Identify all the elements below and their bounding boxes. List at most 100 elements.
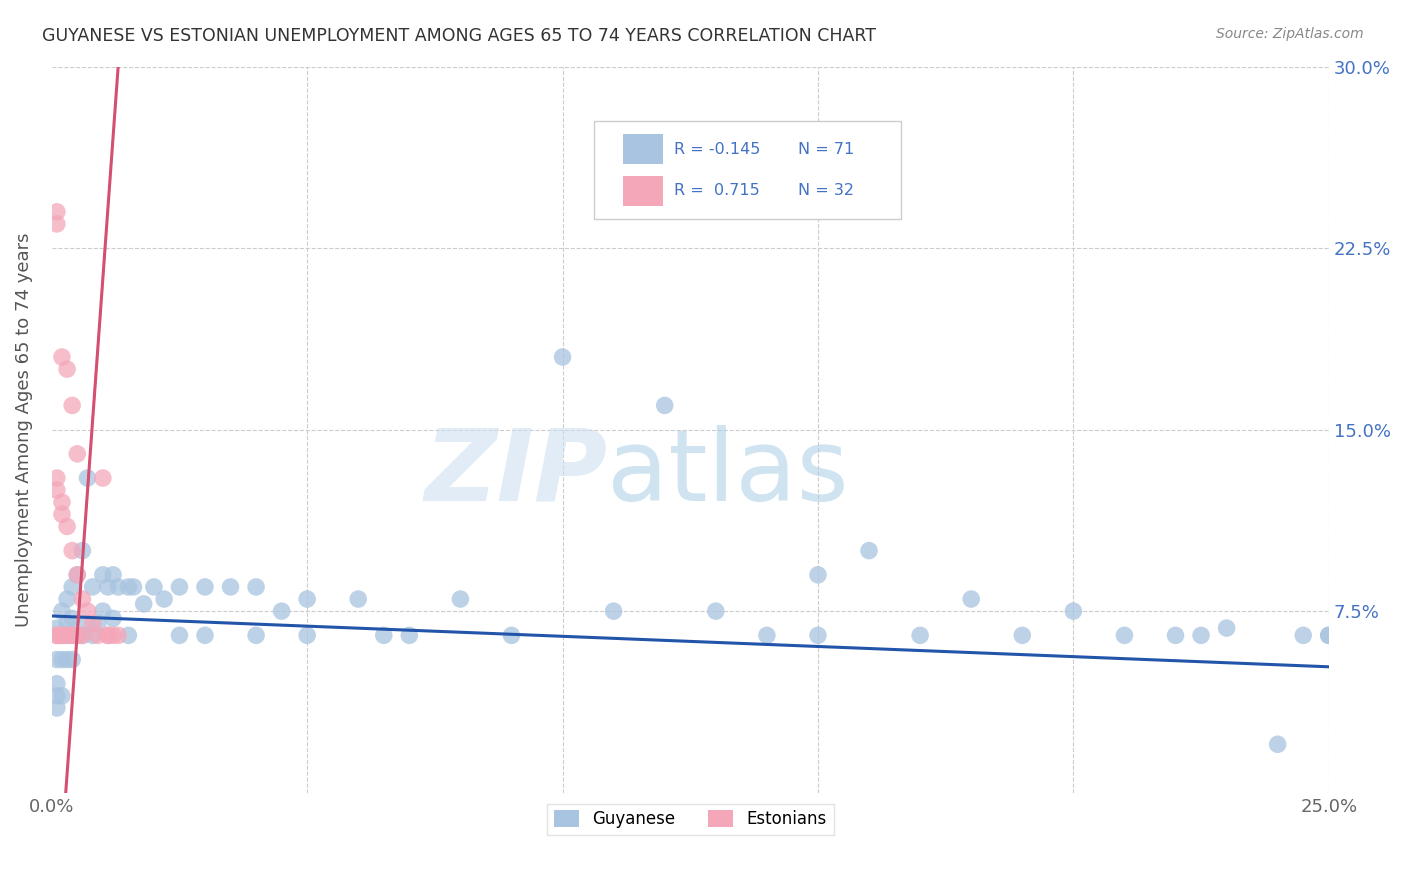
Point <box>66 628 89 642</box>
Point <box>45 701 67 715</box>
Point <box>45 628 67 642</box>
Point <box>97 580 120 594</box>
Point <box>45 677 67 691</box>
Point <box>245 628 267 642</box>
Text: R =  0.715: R = 0.715 <box>673 184 759 198</box>
Point <box>51 604 73 618</box>
Legend: Guyanese, Estonians: Guyanese, Estonians <box>547 804 834 835</box>
Point <box>908 628 931 642</box>
Point <box>60 543 83 558</box>
Point <box>219 580 242 594</box>
Point <box>1189 628 1212 642</box>
Point <box>1215 621 1237 635</box>
Point <box>1267 737 1289 751</box>
Point <box>60 652 83 666</box>
Point <box>704 604 727 618</box>
Point <box>1062 604 1084 618</box>
Point <box>858 543 880 558</box>
FancyBboxPatch shape <box>623 134 664 164</box>
Point <box>295 628 318 642</box>
Point <box>72 628 94 642</box>
Point <box>449 592 471 607</box>
Text: atlas: atlas <box>607 425 849 522</box>
Point <box>51 508 73 522</box>
Point <box>45 204 67 219</box>
Point <box>45 628 67 642</box>
Point <box>51 628 73 642</box>
Point <box>807 628 830 642</box>
Point <box>56 628 79 642</box>
Point <box>56 362 79 376</box>
Point <box>82 580 104 594</box>
Point <box>60 399 83 413</box>
Point <box>56 652 79 666</box>
Point <box>82 616 104 631</box>
Text: Source: ZipAtlas.com: Source: ZipAtlas.com <box>1216 27 1364 41</box>
Point <box>51 495 73 509</box>
Point <box>51 689 73 703</box>
Point <box>56 519 79 533</box>
Point <box>87 616 110 631</box>
Point <box>373 628 395 642</box>
Point <box>1011 628 1033 642</box>
FancyBboxPatch shape <box>623 176 664 206</box>
Point <box>45 483 67 497</box>
Point <box>194 628 217 642</box>
Point <box>91 567 114 582</box>
Text: GUYANESE VS ESTONIAN UNEMPLOYMENT AMONG AGES 65 TO 74 YEARS CORRELATION CHART: GUYANESE VS ESTONIAN UNEMPLOYMENT AMONG … <box>42 27 876 45</box>
Point <box>56 592 79 607</box>
Point <box>101 611 124 625</box>
Point <box>194 580 217 594</box>
Point <box>107 628 129 642</box>
Point <box>66 567 89 582</box>
Point <box>56 616 79 631</box>
Point <box>51 628 73 642</box>
Point <box>76 616 98 631</box>
Point <box>169 628 191 642</box>
Point <box>755 628 778 642</box>
Point <box>97 628 120 642</box>
Text: R = -0.145: R = -0.145 <box>673 142 761 157</box>
FancyBboxPatch shape <box>595 121 901 219</box>
Point <box>66 447 89 461</box>
Point <box>45 621 67 635</box>
Point <box>117 628 139 642</box>
Point <box>45 217 67 231</box>
Point <box>91 604 114 618</box>
Point <box>60 628 83 642</box>
Point <box>72 628 94 642</box>
Point <box>97 628 120 642</box>
Text: ZIP: ZIP <box>425 425 607 522</box>
Point <box>245 580 267 594</box>
Text: N = 32: N = 32 <box>797 184 853 198</box>
Point <box>122 580 145 594</box>
Point <box>60 611 83 625</box>
Point <box>76 471 98 485</box>
Point <box>654 399 676 413</box>
Point <box>132 597 155 611</box>
Point <box>91 471 114 485</box>
Y-axis label: Unemployment Among Ages 65 to 74 years: Unemployment Among Ages 65 to 74 years <box>15 233 32 627</box>
Point <box>60 580 83 594</box>
Point <box>66 567 89 582</box>
Point <box>107 580 129 594</box>
Point <box>72 543 94 558</box>
Point <box>66 628 89 642</box>
Point <box>72 592 94 607</box>
Point <box>87 628 110 642</box>
Point <box>101 567 124 582</box>
Point <box>51 652 73 666</box>
Point <box>602 604 624 618</box>
Point <box>1317 628 1340 642</box>
Point <box>501 628 523 642</box>
Point <box>45 652 67 666</box>
Point <box>82 628 104 642</box>
Point <box>270 604 292 618</box>
Point <box>295 592 318 607</box>
Point <box>960 592 983 607</box>
Point <box>117 580 139 594</box>
Point <box>1317 628 1340 642</box>
Point <box>1292 628 1315 642</box>
Point <box>45 689 67 703</box>
Point <box>51 628 73 642</box>
